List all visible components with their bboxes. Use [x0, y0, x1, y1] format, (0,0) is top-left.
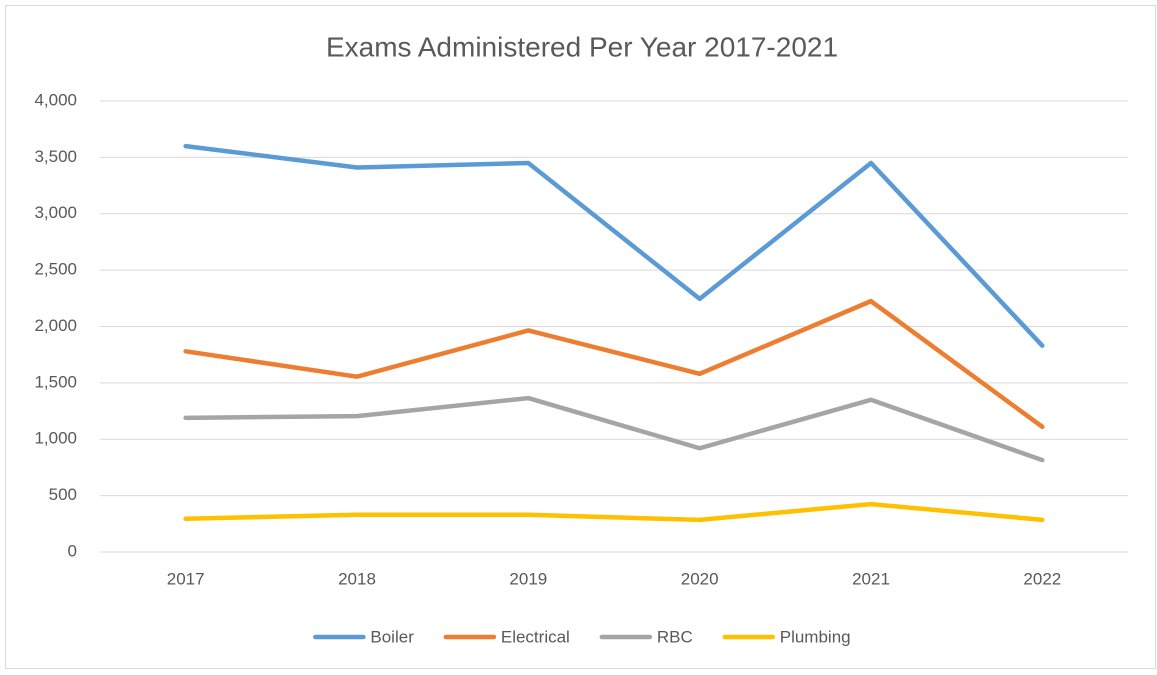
line-series [183, 298, 1045, 430]
chart-frame [5, 5, 1156, 669]
legend-label: Electrical [501, 627, 570, 646]
y-tick-label: 3,500 [34, 147, 77, 166]
line-series [183, 395, 1045, 463]
y-tick-label: 1,500 [34, 372, 77, 391]
legend-label: Plumbing [780, 627, 851, 646]
legend-label: Boiler [370, 627, 414, 646]
x-tick-label: 2021 [852, 569, 890, 588]
y-tick-label: 3,000 [34, 203, 77, 222]
x-tick-label: 2022 [1023, 569, 1061, 588]
chart-title: Exams Administered Per Year 2017-2021 [326, 31, 838, 62]
x-tick-label: 2017 [167, 569, 205, 588]
x-tick-label: 2018 [338, 569, 376, 588]
y-tick-label: 2,000 [34, 316, 77, 335]
y-tick-label: 2,500 [34, 260, 77, 279]
legend-label: RBC [657, 627, 693, 646]
x-tick-label: 2019 [509, 569, 547, 588]
y-tick-label: 1,000 [34, 429, 77, 448]
y-tick-label: 4,000 [34, 90, 77, 109]
line-series [183, 501, 1045, 523]
y-tick-label: 0 [68, 541, 77, 560]
x-tick-label: 2020 [681, 569, 719, 588]
y-tick-label: 500 [49, 485, 77, 504]
line-series [183, 143, 1045, 348]
